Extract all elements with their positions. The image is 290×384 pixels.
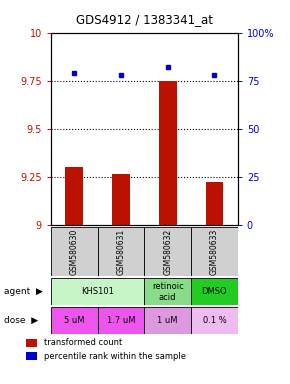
Bar: [144, 227, 191, 276]
Bar: [191, 227, 238, 276]
Bar: [51, 227, 97, 276]
Bar: [159, 81, 177, 225]
Text: GDS4912 / 1383341_at: GDS4912 / 1383341_at: [77, 13, 213, 26]
Text: 1.7 uM: 1.7 uM: [107, 316, 135, 325]
Text: GSM580633: GSM580633: [210, 228, 219, 275]
Bar: [97, 307, 144, 334]
Bar: [191, 278, 238, 305]
Text: 1 uM: 1 uM: [157, 316, 178, 325]
Bar: [112, 174, 130, 225]
Bar: [51, 307, 97, 334]
Text: percentile rank within the sample: percentile rank within the sample: [44, 352, 186, 361]
Text: transformed count: transformed count: [44, 338, 122, 347]
Text: 5 uM: 5 uM: [64, 316, 84, 325]
Bar: [144, 278, 191, 305]
Bar: [97, 227, 144, 276]
Text: 0.1 %: 0.1 %: [202, 316, 226, 325]
Text: GSM580632: GSM580632: [163, 228, 172, 275]
Bar: [65, 167, 83, 225]
Text: agent  ▶: agent ▶: [4, 287, 43, 296]
Text: retinoic
acid: retinoic acid: [152, 282, 184, 301]
Text: dose  ▶: dose ▶: [4, 316, 39, 325]
Bar: [26, 339, 37, 347]
Text: KHS101: KHS101: [81, 287, 114, 296]
Bar: [206, 182, 223, 225]
Text: GSM580631: GSM580631: [116, 228, 125, 275]
Bar: [26, 352, 37, 360]
Bar: [51, 278, 144, 305]
Text: DMSO: DMSO: [202, 287, 227, 296]
Text: GSM580630: GSM580630: [70, 228, 79, 275]
Bar: [191, 307, 238, 334]
Bar: [144, 307, 191, 334]
